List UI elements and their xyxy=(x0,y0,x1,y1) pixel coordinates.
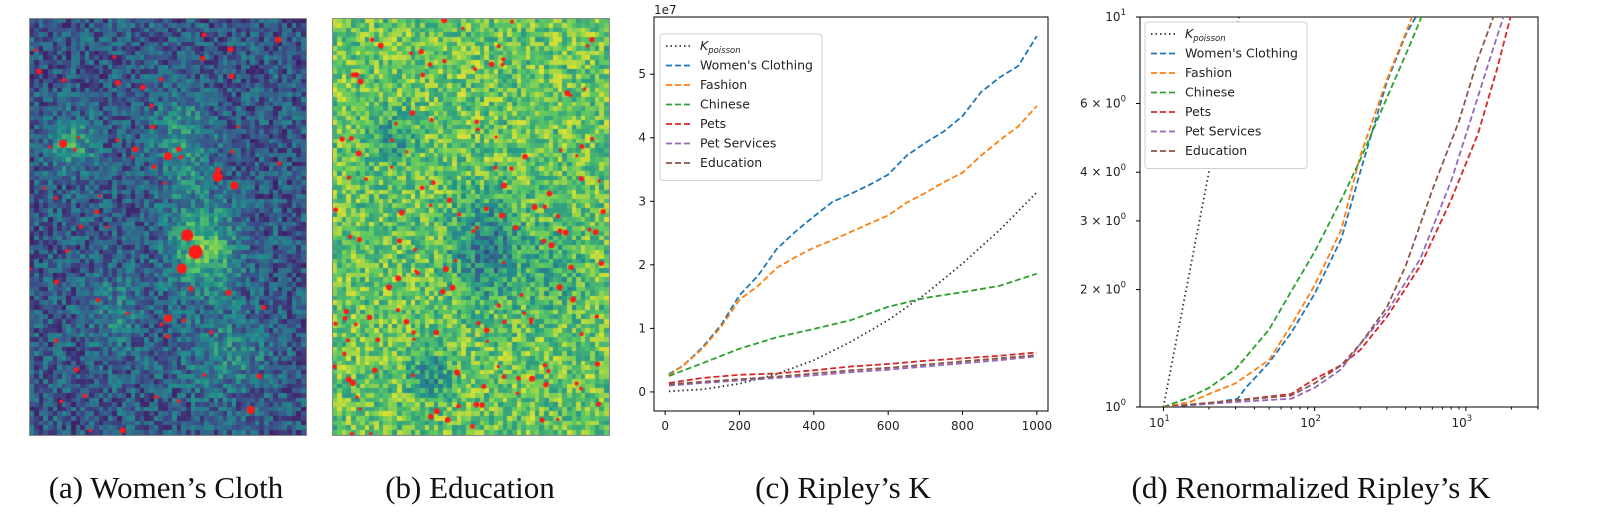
x-tick-label-d: 103 xyxy=(1452,414,1473,430)
series-line-pet-services xyxy=(1163,17,1505,407)
legend-label-education: Education xyxy=(700,155,762,170)
legend-label-fashion: Fashion xyxy=(1185,65,1232,80)
legend-label-women-s-clothing: Women's Clothing xyxy=(700,58,813,73)
x-tick-label-c: 1000 xyxy=(1022,419,1053,433)
y-tick-label-d: 4 × 100 xyxy=(1080,163,1126,179)
series-line-women-s-clothing xyxy=(668,35,1038,375)
legend-label-women-s-clothing: Women's Clothing xyxy=(1185,46,1298,61)
series-line-fashion xyxy=(668,105,1038,377)
legend-label-pets: Pets xyxy=(700,116,726,131)
series-line-pets xyxy=(1163,17,1512,407)
legend-label-chinese: Chinese xyxy=(700,97,750,112)
legend-label-pet-services: Pet Services xyxy=(700,136,776,151)
heatmap-womens-cloth xyxy=(29,18,307,436)
caption-a: (a) Women’s Cloth xyxy=(48,470,284,505)
x-tick-label-c: 800 xyxy=(951,419,974,433)
heatmap-canvas-a xyxy=(30,19,306,435)
y-tick-label-c: 4 xyxy=(638,131,646,145)
chart-ripleys-k: 0 200 400 600 800 10000123451e7KpoissonWomen'… xyxy=(638,3,1053,433)
series-line-k-poisson xyxy=(1162,17,1241,407)
series-line-pet-services xyxy=(668,355,1037,387)
y-tick-label-d: 101 xyxy=(1105,8,1126,24)
series-line-k-poisson xyxy=(668,191,1038,393)
y-tick-label-c: 0 xyxy=(638,385,646,399)
series-line-chinese xyxy=(1163,17,1423,407)
caption-c: (c) Ripley’s K xyxy=(755,470,931,505)
x-tick-label-d: 102 xyxy=(1300,414,1321,430)
series-group-d xyxy=(1162,17,1512,407)
x-tick-label-c: 600 xyxy=(877,419,900,433)
legend-box xyxy=(1144,21,1308,169)
y-tick-label-d: 2 × 100 xyxy=(1080,281,1126,297)
y-offset-label-c: 1e7 xyxy=(654,3,677,17)
y-tick-label-d: 3 × 100 xyxy=(1080,212,1126,228)
series-line-fashion xyxy=(1163,17,1414,407)
y-tick-label-c: 3 xyxy=(638,194,646,208)
x-tick-label-c: 200 xyxy=(728,419,751,433)
legend-label-chinese: Chinese xyxy=(1185,85,1235,100)
chart-renormalized-ripleys-k: 101 102 103 100 2 × 100 3 × 100 4 × 100 6 × 100… xyxy=(1080,8,1539,430)
heatmap-canvas-b xyxy=(333,19,609,435)
legend-label-pet-services: Pet Services xyxy=(1185,124,1261,139)
caption-d: (d) Renormalized Ripley’s K xyxy=(1131,470,1491,505)
series-line-chinese xyxy=(668,272,1038,377)
series-line-women-s-clothing xyxy=(1163,17,1417,407)
legend-box xyxy=(659,33,823,181)
legend-label-education: Education xyxy=(1185,143,1247,158)
x-tick-label-d: 101 xyxy=(1149,414,1170,430)
y-tick-label-c: 1 xyxy=(638,321,646,335)
y-tick-label-d: 100 xyxy=(1105,398,1126,414)
legend-label-pets: Pets xyxy=(1185,104,1211,119)
series-line-pets xyxy=(668,351,1037,384)
heatmap-education xyxy=(332,18,610,436)
caption-b: (b) Education xyxy=(385,470,555,505)
series-line-education xyxy=(1163,17,1495,407)
y-tick-label-d: 6 × 100 xyxy=(1080,95,1126,111)
y-tick-label-c: 5 xyxy=(638,67,646,81)
series-line-education xyxy=(668,354,1037,386)
x-tick-label-c: 0 xyxy=(661,419,669,433)
y-tick-label-c: 2 xyxy=(638,258,646,272)
x-tick-label-c: 400 xyxy=(802,419,825,433)
legend-label-fashion: Fashion xyxy=(700,77,747,92)
